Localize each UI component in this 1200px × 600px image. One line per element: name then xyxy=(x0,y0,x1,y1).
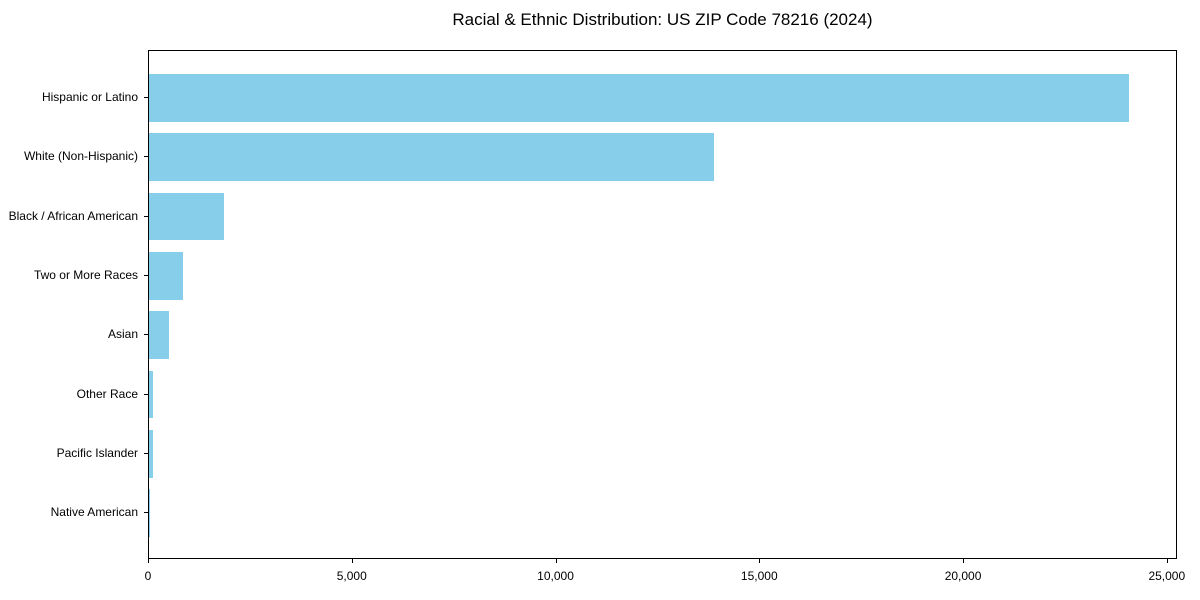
x-tick-label: 25,000 xyxy=(1148,569,1186,583)
y-tick-mark xyxy=(144,156,148,158)
y-tick-label: Two or More Races xyxy=(33,267,138,282)
x-tick-mark xyxy=(555,559,557,563)
y-tick-label: Other Race xyxy=(76,386,138,401)
x-tick-mark xyxy=(148,559,149,563)
x-tick-label: 10,000 xyxy=(537,569,574,583)
y-tick-mark xyxy=(144,393,148,395)
bar-white-non-hispanic xyxy=(149,133,714,181)
x-tick-label: 5,000 xyxy=(336,569,367,583)
bar-asian xyxy=(149,311,170,359)
x-tick-label: 0 xyxy=(144,569,152,583)
bar-black-african-american xyxy=(149,192,224,241)
y-tick-label: White (Non-Hispanic) xyxy=(23,149,138,164)
x-tick-mark xyxy=(759,559,761,563)
plot-area xyxy=(148,50,1177,559)
bar-native-american xyxy=(149,489,151,537)
y-tick-label: Native American xyxy=(50,505,138,520)
y-tick-label: Pacific Islander xyxy=(56,445,138,460)
y-tick-label: Hispanic or Latino xyxy=(41,89,138,104)
bar-pacific-islander xyxy=(149,430,153,478)
x-tick-label: 20,000 xyxy=(944,569,982,583)
chart-title: Racial & Ethnic Distribution: US ZIP Cod… xyxy=(452,10,873,29)
y-tick-mark xyxy=(144,96,148,98)
x-tick-mark xyxy=(963,559,965,563)
y-tick-label: Asian xyxy=(107,327,138,342)
y-tick-mark xyxy=(144,274,148,276)
y-tick-mark xyxy=(144,512,148,514)
y-tick-mark xyxy=(144,215,148,217)
y-tick-mark xyxy=(144,452,148,454)
y-tick-mark xyxy=(144,334,148,336)
x-tick-mark xyxy=(351,559,353,563)
bar-hispanic-or-latino xyxy=(149,74,1130,122)
x-tick-mark xyxy=(1166,559,1168,563)
bar-two-or-more-races xyxy=(149,252,184,300)
bar-other-race xyxy=(149,370,154,419)
x-tick-label: 15,000 xyxy=(740,569,778,583)
y-tick-label: Black / African American xyxy=(8,208,138,223)
